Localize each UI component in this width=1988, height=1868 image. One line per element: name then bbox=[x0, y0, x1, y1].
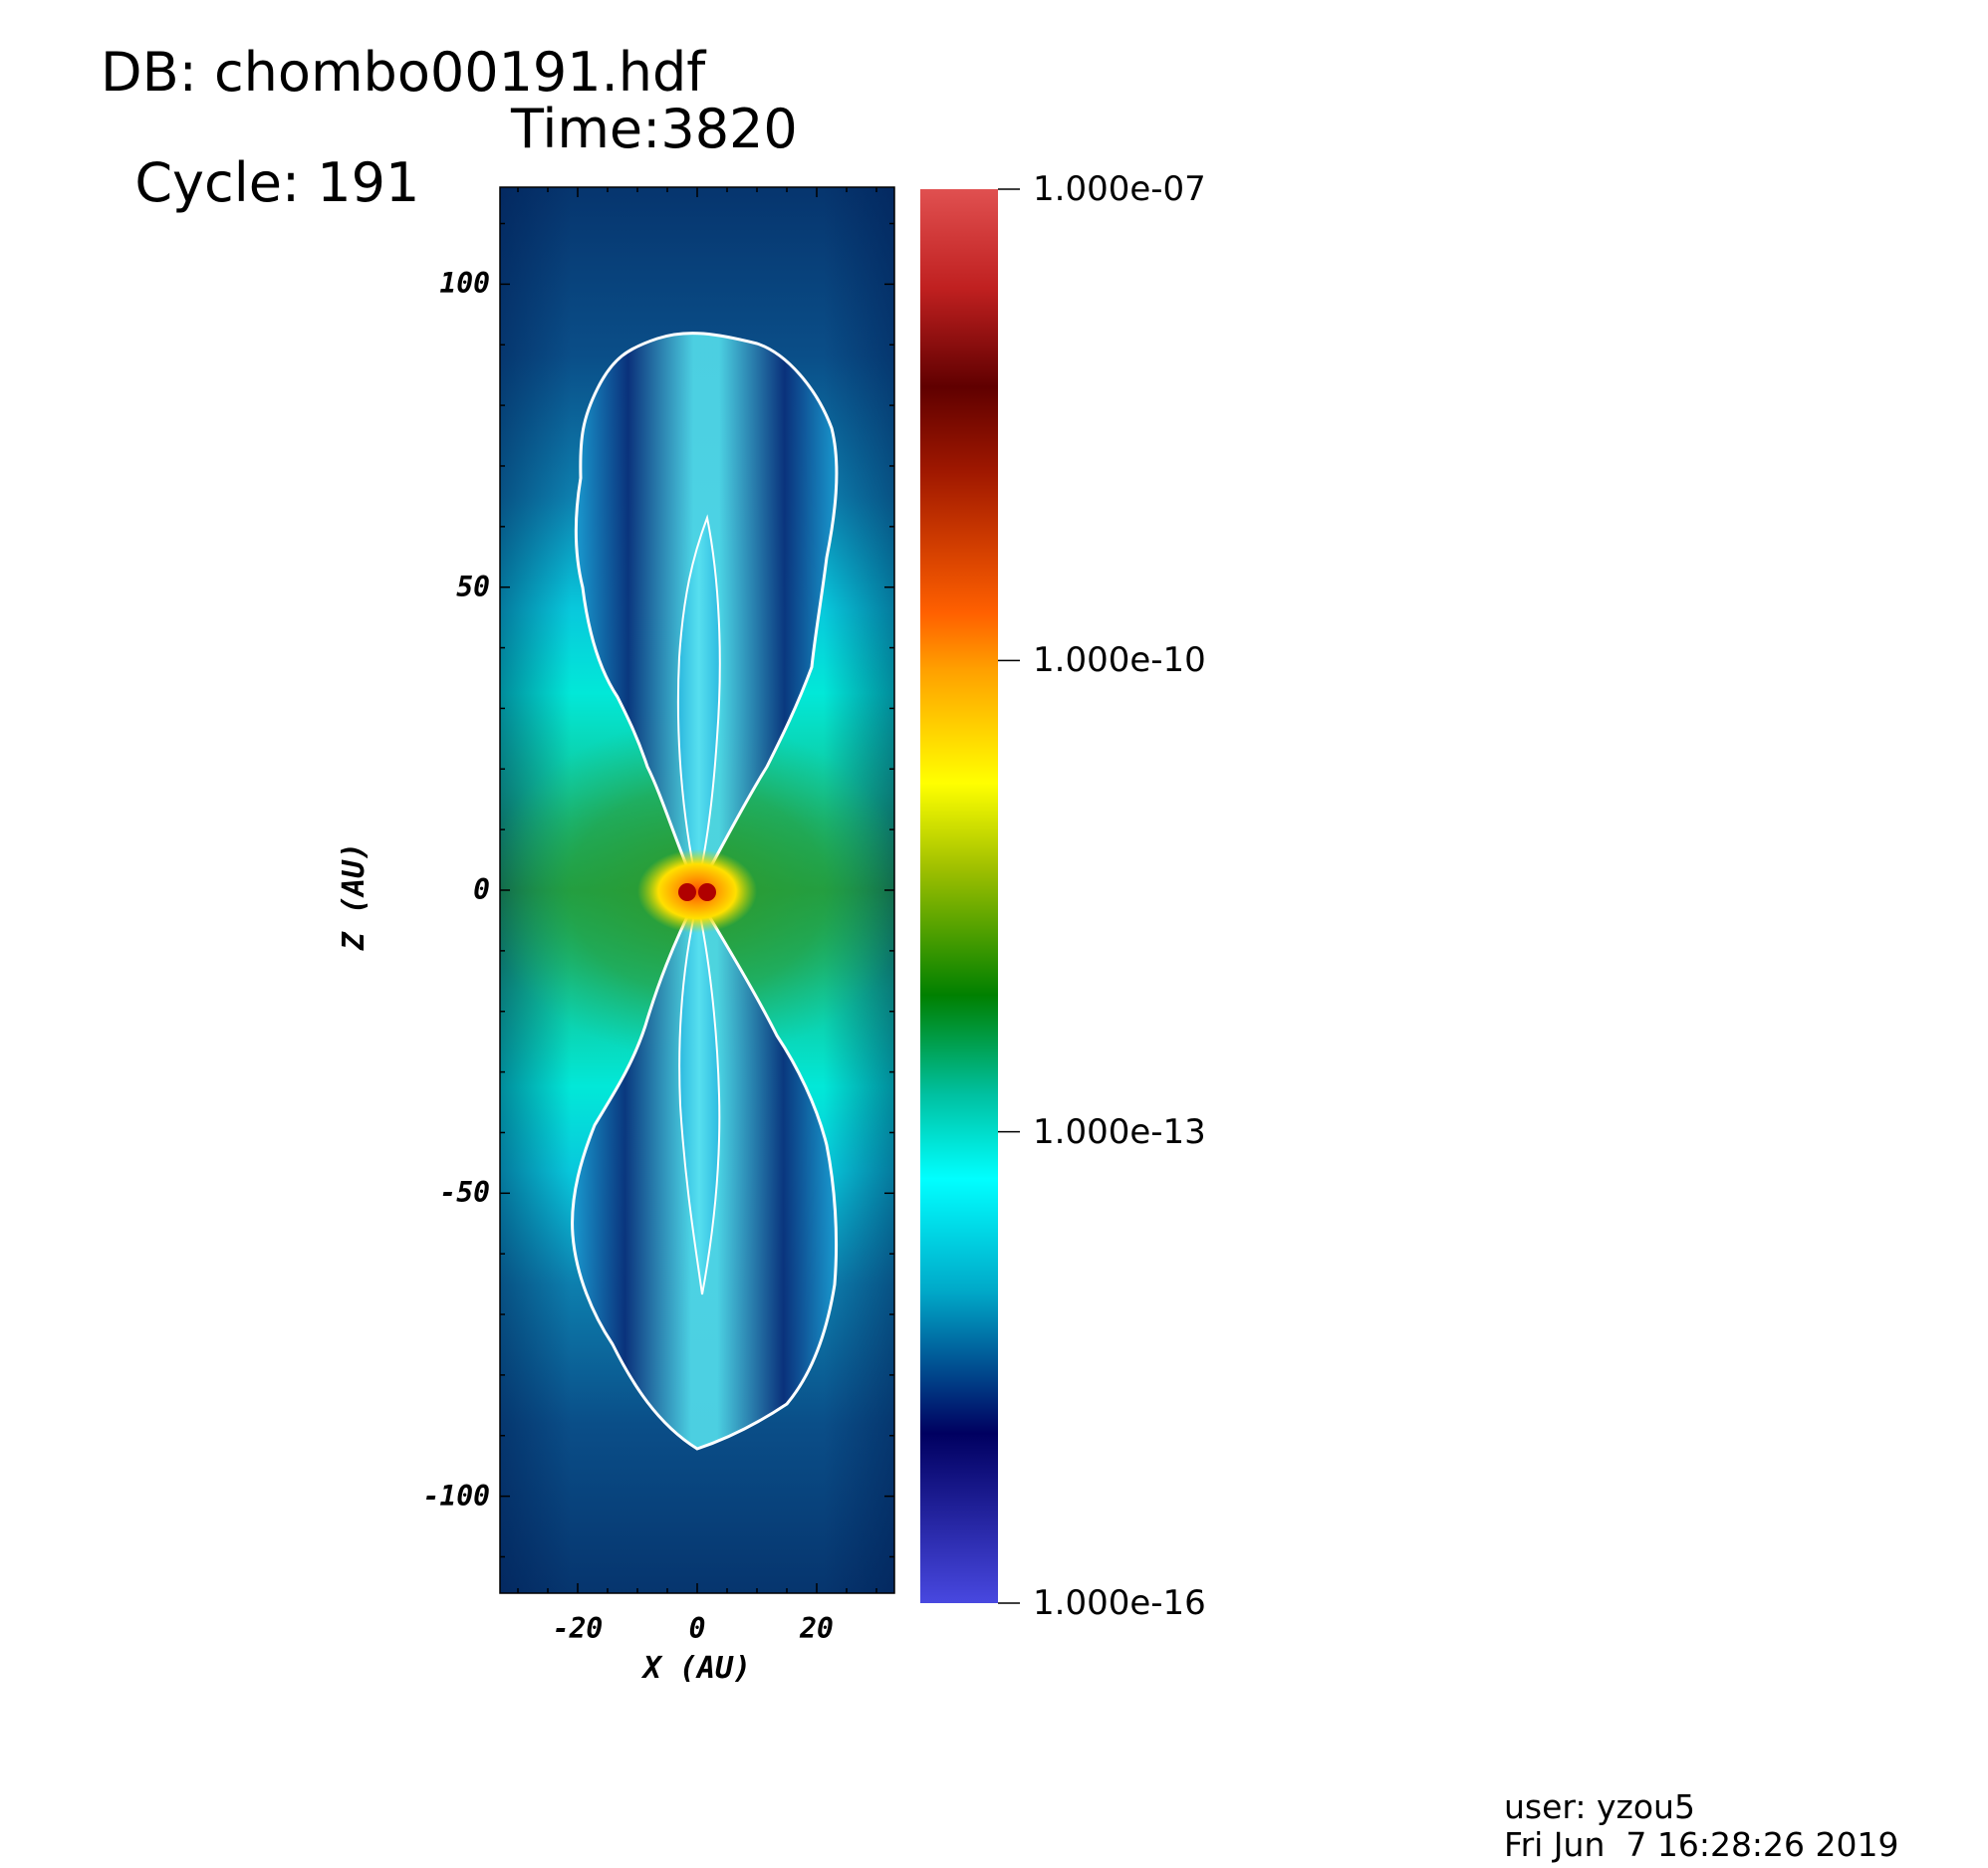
x-axis-ticks bbox=[517, 187, 877, 1593]
x-axis-title: X (AU) bbox=[642, 1651, 752, 1686]
z-axis-title: Z (AU) bbox=[337, 841, 372, 951]
z-tick-label: -100 bbox=[422, 1479, 490, 1513]
colorbar-label: 1.000e-07 bbox=[1033, 169, 1206, 209]
z-axis-ticks bbox=[500, 222, 894, 1558]
database-title: DB: chombo00191.hdf bbox=[101, 41, 706, 104]
density-slice-image bbox=[500, 187, 894, 1593]
colorbar-ticks bbox=[998, 188, 1020, 1604]
colorbar bbox=[920, 189, 998, 1603]
time-label: Time:3820 bbox=[511, 98, 798, 160]
footer-user: user: yzou5 bbox=[1504, 1787, 1695, 1826]
z-tick-label: 100 bbox=[439, 267, 490, 301]
x-tick-label: -20 bbox=[552, 1612, 604, 1645]
cycle-time-line: Cycle: 191 Time:3820 bbox=[101, 103, 797, 264]
x-tick-label: 20 bbox=[800, 1612, 834, 1645]
central-core bbox=[637, 849, 757, 933]
colorbar-label: 1.000e-13 bbox=[1033, 1111, 1206, 1152]
colorbar-label: 1.000e-16 bbox=[1033, 1583, 1206, 1623]
colorbar-label: 1.000e-10 bbox=[1033, 640, 1206, 681]
cycle-label: Cycle: 191 bbox=[134, 151, 420, 214]
x-tick-label: 0 bbox=[688, 1612, 706, 1645]
z-tick-label: 50 bbox=[456, 570, 490, 603]
z-tick-label: -50 bbox=[439, 1176, 490, 1210]
z-tick-label: 0 bbox=[473, 873, 490, 906]
footer-date: Fri Jun 7 16:28:26 2019 bbox=[1504, 1825, 1899, 1864]
